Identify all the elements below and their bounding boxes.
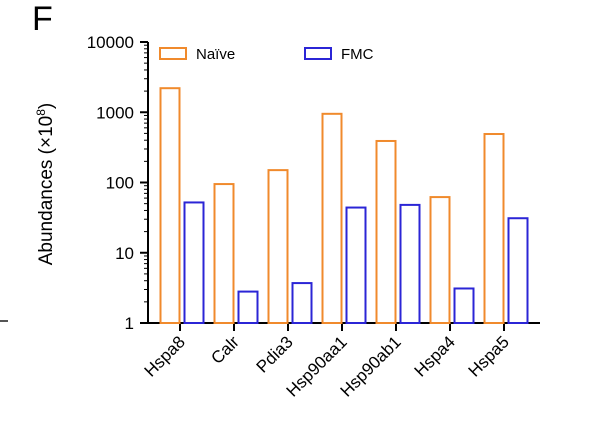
x-tick-label: Calr [207,332,243,368]
bar-fmc-hsp90aa1 [347,208,366,323]
legend-fmc-swatch [305,48,331,59]
bar-fmc-hspa5 [509,218,528,323]
bar-fmc-hspa8 [185,202,204,323]
bar-naive-hsp90ab1 [377,141,396,323]
y-tick-label: 1000 [96,103,134,122]
x-tick-label: Hspa4 [411,332,459,380]
bar-naive-hspa5 [485,134,504,323]
bar-fmc-calr [239,292,258,323]
bar-naive-pdia3 [269,170,288,323]
legend-fmc-label: FMC [341,46,374,63]
y-tick-label: 10000 [87,33,134,52]
bar-naive-hspa4 [431,197,450,323]
y-tick-labels: 1 10 100 1000 10000 [87,33,134,333]
x-tick-label: Pdia3 [253,332,297,376]
legend-naive-label: Naïve [196,46,235,63]
bar-fmc-pdia3 [293,283,312,323]
y-tick-label: 1 [125,314,134,333]
y-axis-label: Abundances (×108) [34,103,57,266]
bar-naive-hspa8 [161,88,180,323]
bars [161,88,528,323]
x-tick-label: Hspa8 [141,332,189,380]
bar-naive-hsp90aa1 [323,114,342,323]
bar-fmc-hsp90ab1 [401,205,420,323]
y-tick-label: 10 [115,244,134,263]
bar-naive-calr [215,184,234,323]
x-tick-label: Hspa5 [465,332,513,380]
legend-naive-swatch [160,48,186,59]
y-tick-label: 100 [106,174,134,193]
bar-fmc-hspa4 [455,288,474,323]
legend: Naïve FMC [160,46,374,63]
